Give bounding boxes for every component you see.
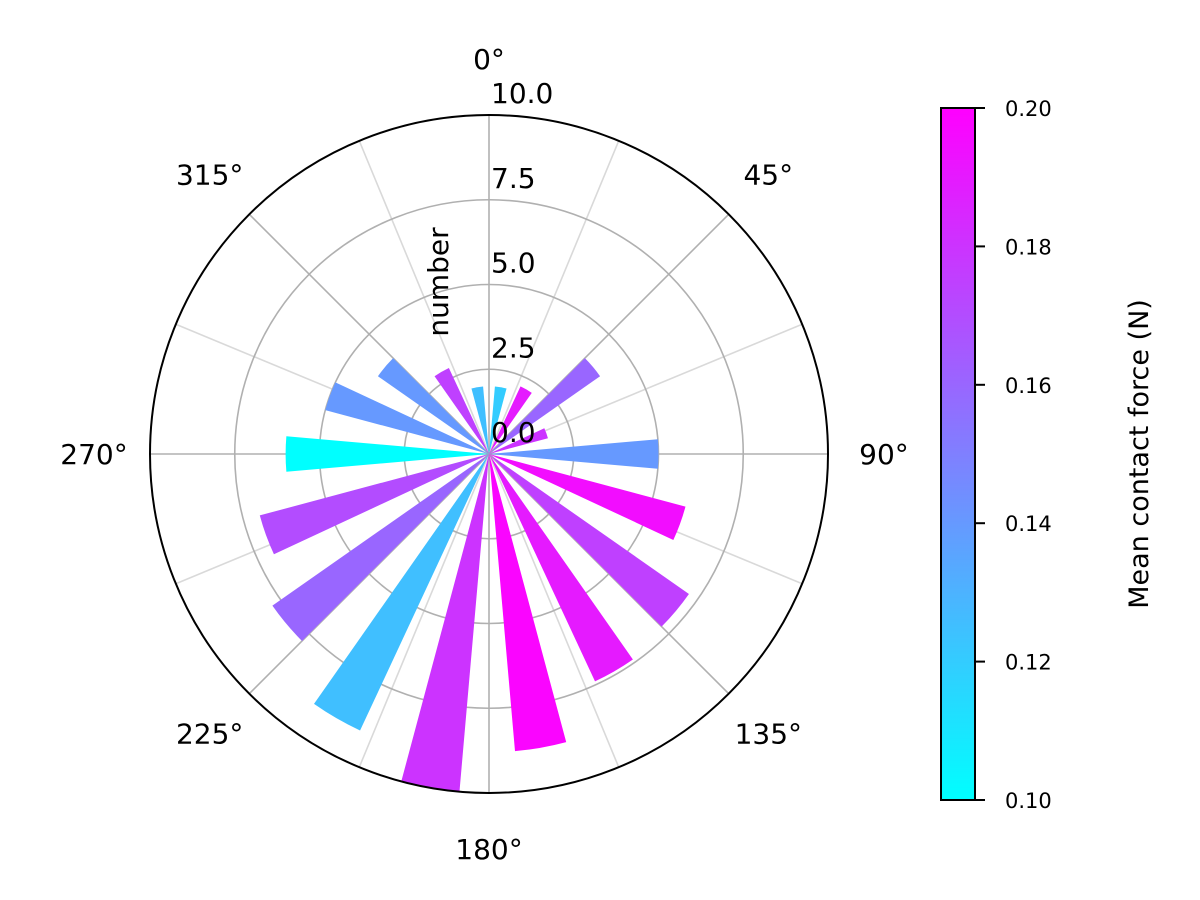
polar-bar [489,454,633,682]
colorbar: 0.10 0.12 0.14 0.16 0.18 0.20 Mean contact fo… [940,97,1155,813]
polar-bar [489,428,548,454]
theta-tick-label: 225° [176,717,243,750]
colorbar-gradient [940,107,976,801]
colorbar-tick-label: 0.20 [1005,97,1052,121]
polar-bar [489,439,659,469]
polar-bar [489,386,507,454]
polar-frame [149,114,829,794]
colorbar-tick-label: 0.12 [1005,651,1052,675]
polar-bar [489,454,689,627]
theta-tick-label: 0° [473,43,505,76]
polar-bar [489,454,567,752]
r-tick-label: 2.5 [491,331,536,364]
polar-bar [489,454,686,540]
polar-bar [489,358,601,454]
colorbar-tick-label: 0.10 [1005,789,1052,813]
theta-tick-label: 45° [743,159,793,192]
r-tick-label: 10.0 [491,77,553,110]
polar-bar [314,454,489,731]
colorbar-tick-label: 0.16 [1005,374,1052,398]
theta-tick-label: 270° [60,438,127,471]
polar-bar [272,454,489,641]
r-tick-label: 7.5 [491,162,536,195]
polar-bar [285,436,489,472]
polar-bar [325,382,489,454]
polar-bar [259,454,489,555]
colorbar-tick-label: 0.14 [1005,512,1052,536]
theta-tick-label: 180° [455,833,522,866]
polar-bar [489,386,532,454]
r-tick-label: 0.0 [491,416,536,449]
colorbar-label: Mean contact force (N) [1124,299,1155,609]
polar-bar [401,454,489,792]
polar-bars [149,114,829,794]
r-gridline [233,198,745,710]
polar-labels: 0° 45° 90° 135° 180° 225° 270° 315° 0.0 2.5 5.0 7.5… [60,43,909,866]
r-axis-label: number [422,227,455,337]
theta-tick-label: 315° [176,159,243,192]
polar-bar [471,386,489,454]
theta-tick-label: 90° [859,438,909,471]
polar-bar [377,358,489,454]
colorbar-tick-label: 0.18 [1005,235,1052,259]
theta-tick-label: 135° [735,717,802,750]
r-tick-label: 5.0 [491,247,536,280]
polar-bar [434,367,489,454]
colorbar-ticks: 0.10 0.12 0.14 0.16 0.18 0.20 [975,97,1052,813]
